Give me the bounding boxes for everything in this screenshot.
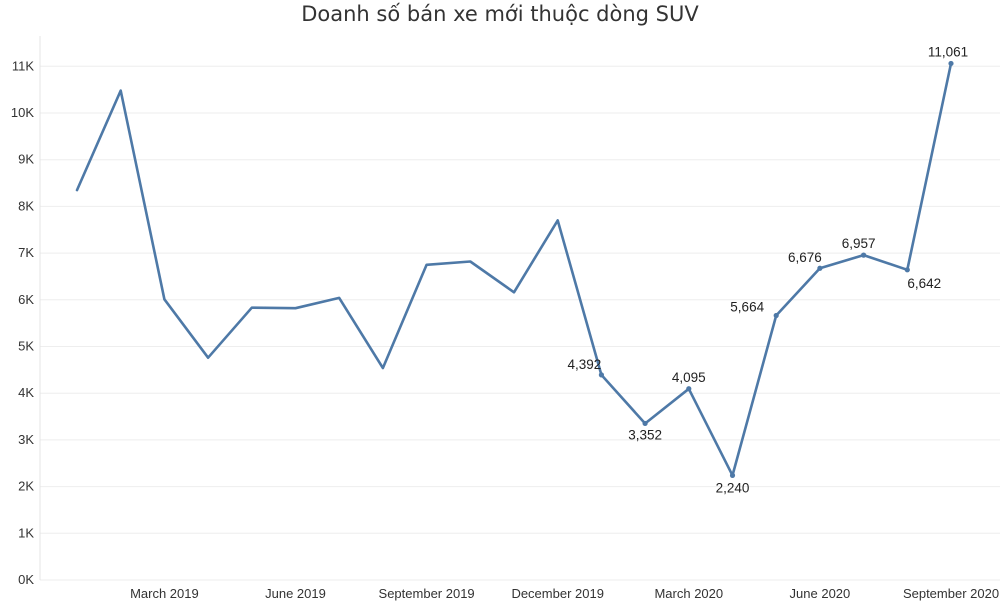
data-point [598, 372, 605, 378]
x-tick-label: September 2020 [903, 586, 999, 601]
y-tick-label: 7K [18, 245, 34, 260]
data-label: 4,392 [568, 357, 602, 372]
data-point [861, 252, 867, 258]
x-tick-label: March 2020 [654, 586, 723, 601]
data-label: 11,061 [928, 44, 968, 59]
y-tick-label: 6K [18, 292, 34, 307]
y-tick-label: 9K [18, 152, 34, 167]
data-label: 6,676 [788, 250, 822, 265]
data-point [948, 60, 954, 67]
data-points [598, 60, 954, 478]
data-label: 6,957 [842, 236, 876, 251]
y-tick-label: 4K [18, 385, 34, 400]
y-tick-label: 10K [11, 105, 34, 120]
x-tick-label: June 2020 [790, 586, 851, 601]
data-labels: 4,392 3,352 4,095 2,240 5,664 6,676 6,957 6,642… [568, 44, 969, 495]
series-line-layer [75, 62, 953, 477]
y-tick-label: 8K [18, 198, 34, 213]
y-tick-label: 11K [12, 58, 34, 73]
axes: 0K 1K 2K 3K 4K 5K 6K 7K 8K 9K 10K 11K March 2019 June… [11, 36, 999, 601]
data-point [729, 472, 736, 478]
data-label: 5,664 [730, 299, 764, 314]
data-label: 3,352 [628, 427, 662, 442]
y-tick-label: 1K [18, 525, 34, 540]
x-tick-label: June 2019 [265, 586, 326, 601]
data-point [773, 312, 779, 319]
data-point [686, 386, 692, 392]
data-label: 6,642 [907, 276, 941, 291]
y-tick-label: 2K [18, 479, 34, 494]
y-tick-label: 0K [18, 572, 34, 587]
gridlines [40, 65, 1000, 581]
data-label: 4,095 [672, 370, 706, 385]
series-line [75, 62, 953, 477]
x-tick-label: September 2019 [379, 586, 475, 601]
data-label: 2,240 [716, 480, 750, 495]
chart-title: Doanh số bán xe mới thuộc dòng SUV [301, 2, 699, 26]
data-point [904, 267, 910, 273]
data-point [817, 265, 823, 271]
y-tick-label: 5K [18, 339, 34, 354]
data-point [642, 420, 648, 427]
x-tick-label: December 2019 [511, 586, 604, 601]
y-tick-label: 3K [18, 432, 34, 447]
x-tick-label: March 2019 [130, 586, 199, 601]
